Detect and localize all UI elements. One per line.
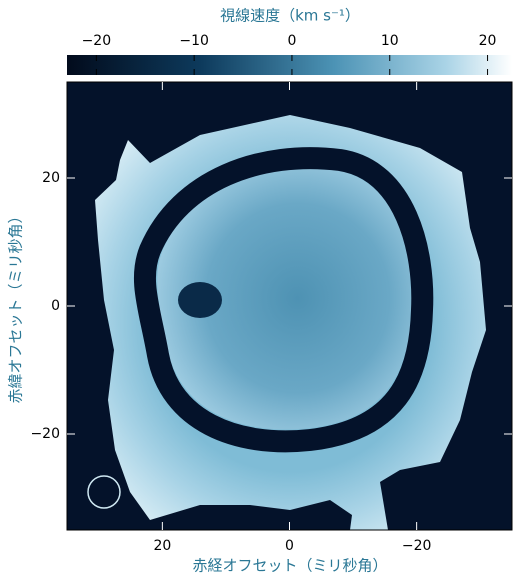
colorbar <box>67 55 512 75</box>
x-tick-label: −20 <box>402 538 432 554</box>
colorbar-tick-label: 10 <box>381 33 399 49</box>
colorbar-tick-label: −20 <box>82 33 112 49</box>
colorbar-label: 視線速度（km s⁻¹） <box>220 7 360 25</box>
x-axis-label: 赤経オフセット（ミリ秒角） <box>192 557 387 575</box>
y-axis-label: 赤緯オフセット（ミリ秒角） <box>7 208 25 403</box>
y-tick-label: 0 <box>51 298 60 314</box>
x-tick-label: 20 <box>153 538 171 554</box>
y-tick-label: 20 <box>42 170 60 186</box>
colorbar-tick-label: 20 <box>479 33 497 49</box>
x-tick-label: 0 <box>285 538 294 554</box>
colorbar-tick-label: −10 <box>179 33 209 49</box>
y-tick-label: −20 <box>30 426 60 442</box>
dark-patch <box>178 282 222 318</box>
chart: 視線速度（km s⁻¹） 赤経オフセット（ミリ秒角） 赤緯オフセット（ミリ秒角）… <box>0 0 515 581</box>
colorbar-tick-label: 0 <box>287 33 296 49</box>
